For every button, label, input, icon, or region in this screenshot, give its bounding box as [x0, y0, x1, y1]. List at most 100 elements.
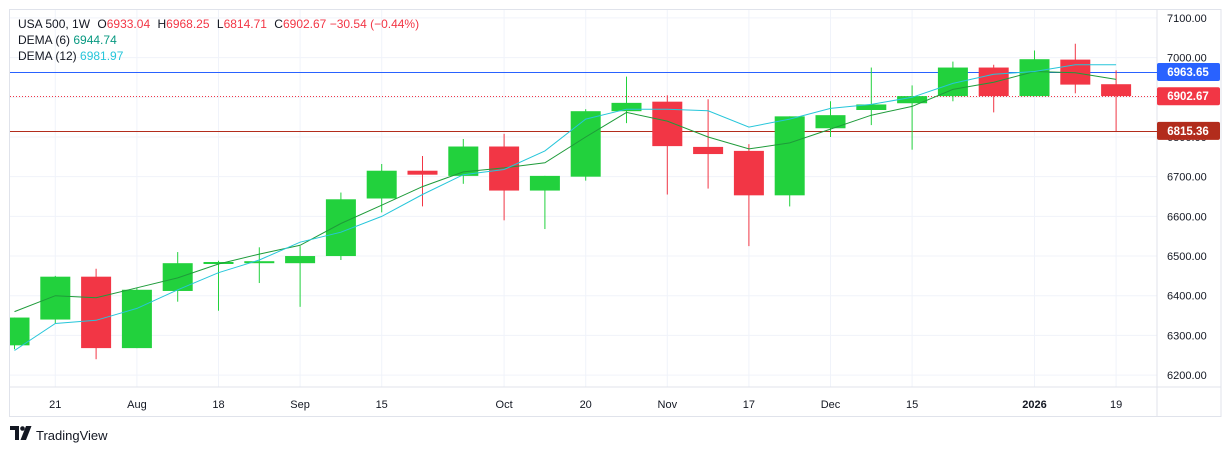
candle-body — [570, 111, 601, 177]
symbol-name[interactable]: USA 500 — [18, 17, 66, 31]
candle-up — [40, 275, 71, 324]
candle-up — [121, 287, 152, 349]
price-label-last_close: 6902.67 — [1157, 87, 1220, 106]
candle-body — [529, 175, 560, 191]
y-tick-label: 6300.00 — [1167, 330, 1207, 342]
candle-up — [325, 192, 356, 261]
candle-down — [1060, 43, 1091, 94]
x-tick-label: 20 — [580, 399, 592, 411]
footer: TradingView — [10, 425, 108, 445]
candle-body — [244, 261, 275, 264]
chart-outer-border — [9, 9, 1222, 417]
candle-up — [203, 260, 234, 311]
candle-up — [815, 101, 846, 137]
grid — [10, 10, 1157, 387]
y-tick-label: 7000.00 — [1167, 53, 1207, 65]
y-tick-label: 6600.00 — [1167, 211, 1207, 223]
candle-body — [81, 276, 112, 349]
candle-up — [856, 67, 887, 126]
y-tick-label: 6700.00 — [1167, 172, 1207, 184]
y-tick-label: 6500.00 — [1167, 251, 1207, 263]
dema-short-row[interactable]: DEMA (6) 6944.74 — [18, 32, 419, 48]
candle-up — [529, 175, 560, 230]
candle-up — [162, 252, 193, 302]
low-key: L — [216, 17, 224, 31]
candle-up — [285, 246, 316, 307]
x-tick-label: Sep — [290, 399, 310, 411]
candles — [10, 43, 1132, 360]
candle-up — [611, 76, 642, 124]
x-tick-label: Aug — [127, 399, 147, 411]
candle-down — [693, 99, 724, 189]
high-value: 6968.25 — [166, 17, 210, 31]
candle-body — [10, 317, 30, 346]
candle-body — [774, 116, 805, 196]
candle-down — [652, 95, 683, 195]
candle-down — [489, 133, 520, 221]
price-label-box — [1157, 121, 1220, 140]
dema-short-line — [14, 70, 1117, 313]
interval-label[interactable]: 1W — [72, 17, 91, 31]
candle-up — [10, 317, 30, 350]
dema-long-line — [14, 64, 1117, 351]
dema-long-label: DEMA (12) — [18, 49, 77, 63]
candle-body — [407, 170, 438, 175]
x-tick-label: 15 — [906, 399, 918, 411]
candle-body — [325, 199, 356, 257]
chart-legend: USA 500, 1W O6933.04 H6968.25 L6814.71 C… — [18, 16, 419, 64]
price-label-text: 6963.65 — [1167, 67, 1209, 79]
candle-body — [611, 102, 642, 112]
candle-up — [244, 247, 275, 284]
candle-up — [1019, 50, 1050, 97]
x-tick-label: Oct — [496, 399, 513, 411]
time-axis[interactable]: 21 Aug 18 Sep 15 Oct 20 Nov 17 Dec 15 2026 19 — [49, 399, 1122, 411]
candle-body — [1019, 59, 1050, 97]
candle-body — [733, 150, 764, 196]
candle-body — [285, 256, 316, 264]
candle-body — [693, 146, 724, 155]
y-tick-label: 6200.00 — [1167, 370, 1207, 382]
open-key: O — [97, 17, 107, 31]
candle-down — [1101, 70, 1132, 132]
change-value: −30.54 (−0.44%) — [329, 17, 420, 31]
candle-body — [203, 261, 234, 264]
low-value: 6814.71 — [223, 17, 267, 31]
dema-long-value: 6981.97 — [80, 49, 124, 63]
candle-body — [937, 67, 968, 97]
y-tick-label: 6400.00 — [1167, 291, 1207, 303]
ohlc-row: USA 500, 1W O6933.04 H6968.25 L6814.71 C… — [18, 17, 420, 31]
close-key: C — [274, 17, 283, 31]
candle-body — [162, 263, 193, 291]
chart-frame[interactable]: 6200.00 6300.00 6400.00 6500.00 6600.00 6700.… — [0, 0, 1231, 420]
candle-down — [81, 268, 112, 360]
candle-up — [570, 109, 601, 181]
price-chart[interactable]: 6200.00 6300.00 6400.00 6500.00 6600.00 6700.… — [0, 0, 1231, 420]
price-label-dema_long: 6963.65 — [1157, 63, 1220, 82]
candle-up — [937, 61, 968, 102]
open-value: 6933.04 — [106, 17, 151, 31]
candle-body — [856, 104, 887, 111]
candle-up — [366, 163, 397, 213]
brand-name[interactable]: TradingView — [36, 427, 108, 443]
price-label-low_line: 6815.36 — [1157, 121, 1220, 140]
y-tick-label: 7100.00 — [1167, 13, 1207, 25]
candle-body — [121, 289, 152, 349]
candle-body — [1101, 84, 1132, 97]
candle-down — [407, 156, 438, 207]
candle-body — [815, 115, 846, 129]
close-value: 6902.67 — [282, 17, 327, 31]
dema-short-value: 6944.74 — [73, 33, 117, 47]
price-label-text: 6902.67 — [1167, 91, 1209, 103]
x-tick-label: 19 — [1110, 399, 1122, 411]
x-tick-label: 2026 — [1022, 399, 1046, 411]
x-tick-label: 15 — [376, 399, 388, 411]
candle-down — [978, 64, 1009, 113]
price-labels: 6963.65 6902.67 6815.36 — [1157, 63, 1220, 140]
price-label-box — [1157, 87, 1220, 106]
dema-lines — [14, 64, 1117, 351]
candle-down — [733, 144, 764, 247]
price-label-text: 6815.36 — [1167, 126, 1209, 138]
dema-long-row[interactable]: DEMA (12) 6981.97 — [18, 48, 419, 64]
tradingview-logo-icon[interactable] — [10, 425, 32, 445]
candle-up — [897, 85, 928, 150]
